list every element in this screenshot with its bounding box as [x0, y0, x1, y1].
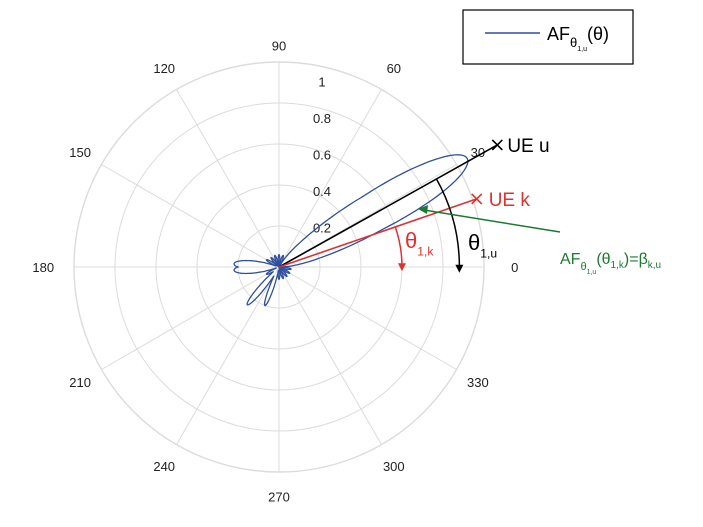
theta-1k-arc [394, 226, 403, 268]
angular-tick-270: 270 [268, 490, 290, 505]
ue-u-line [278, 144, 498, 268]
theta-1u-arrowhead [455, 264, 464, 273]
grid-spoke-120 [176, 89, 280, 268]
angular-tick-300: 300 [383, 459, 405, 474]
radial-tick-0.2: 0.2 [313, 221, 331, 236]
theta-1u-label: θ1,u [468, 230, 497, 261]
beta-arrow-line [423, 209, 561, 233]
legend-label-sub: θ [570, 35, 577, 50]
legend: AFθ1,u(θ) [462, 9, 634, 65]
ue-u-label: UE u [507, 136, 549, 157]
radial-tick-0.6: 0.6 [313, 148, 331, 163]
grid-spoke-210 [101, 266, 280, 370]
ue-k-line [278, 198, 477, 268]
ue-u-marker [491, 139, 503, 151]
legend-label-tail: (θ) [587, 24, 609, 44]
angular-tick-0: 0 [511, 260, 518, 275]
grid-spoke-150 [101, 164, 280, 268]
theta-1u-arc [435, 178, 461, 268]
theta-1k-label: θ1,k [405, 228, 434, 259]
angular-tick-60: 60 [387, 61, 401, 76]
grid-spoke-60 [278, 89, 382, 268]
annotations: UE u UE k θ1,k θ1,u AFθ1,u(θ1,k)=βk,u [278, 136, 661, 276]
polar-grid [73, 61, 485, 473]
angular-tick-180: 180 [32, 260, 54, 275]
angular-tick-210: 210 [69, 375, 91, 390]
legend-label-main: AF [547, 24, 570, 44]
legend-label-subsub: 1,u [577, 46, 587, 53]
angular-tick-90: 90 [272, 39, 286, 54]
angular-tick-330: 330 [467, 375, 489, 390]
beta-arrowhead [418, 205, 428, 214]
grid-spoke-300 [278, 266, 382, 445]
series-line-af [233, 154, 469, 307]
angular-tick-30: 30 [471, 145, 485, 160]
legend-label: AFθ1,u(θ) [547, 24, 609, 53]
beta-label: AFθ1,u(θ1,k)=βk,u [560, 251, 661, 276]
grid-spoke-240 [176, 266, 280, 445]
ue-k-label: UE k [489, 190, 531, 211]
grid-spoke-330 [278, 266, 457, 370]
angular-tick-240: 240 [153, 459, 175, 474]
tick-labels: 0 30 60 90 120 150 180 210 240 270 300 330 0.2 0.4 0.6… [32, 39, 518, 505]
angular-tick-150: 150 [69, 145, 91, 160]
ue-k-marker [471, 193, 483, 205]
theta-1k-arrowhead [397, 263, 406, 272]
radial-tick-0.8: 0.8 [313, 111, 331, 126]
radial-tick-0.4: 0.4 [313, 184, 331, 199]
radial-tick-1: 1 [318, 75, 325, 90]
legend-box [462, 9, 634, 65]
angular-tick-120: 120 [153, 61, 175, 76]
